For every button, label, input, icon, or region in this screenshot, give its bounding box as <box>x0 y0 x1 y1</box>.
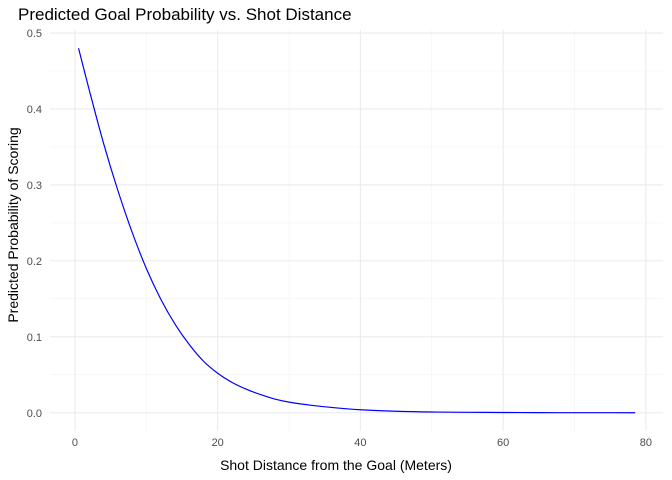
grid-minor <box>50 30 663 431</box>
y-tick-label: 0.5 <box>27 28 42 40</box>
grid-major <box>50 30 663 431</box>
x-tick-label: 60 <box>497 437 509 449</box>
x-tick-labels: 0 20 40 60 80 <box>72 437 652 449</box>
y-tick-label: 0.2 <box>27 256 42 268</box>
y-tick-label: 0.4 <box>27 104 42 116</box>
series-line <box>77 48 636 414</box>
x-tick-label: 40 <box>354 437 366 449</box>
y-tick-label: 0.3 <box>27 180 42 192</box>
x-axis-title: Shot Distance from the Goal (Meters) <box>220 457 452 473</box>
x-tick-label: 80 <box>640 437 652 449</box>
y-tick-labels: 0.0 0.1 0.2 0.3 0.4 0.5 <box>27 28 42 420</box>
x-tick-label: 20 <box>212 437 224 449</box>
y-tick-label: 0.1 <box>27 332 42 344</box>
chart-title: Predicted Goal Probability vs. Shot Dist… <box>18 5 352 24</box>
y-tick-label: 0.0 <box>27 408 42 420</box>
x-tick-label: 0 <box>72 437 78 449</box>
y-axis-title: Predicted Probability of Scoring <box>5 127 21 323</box>
series-layer <box>77 48 636 414</box>
